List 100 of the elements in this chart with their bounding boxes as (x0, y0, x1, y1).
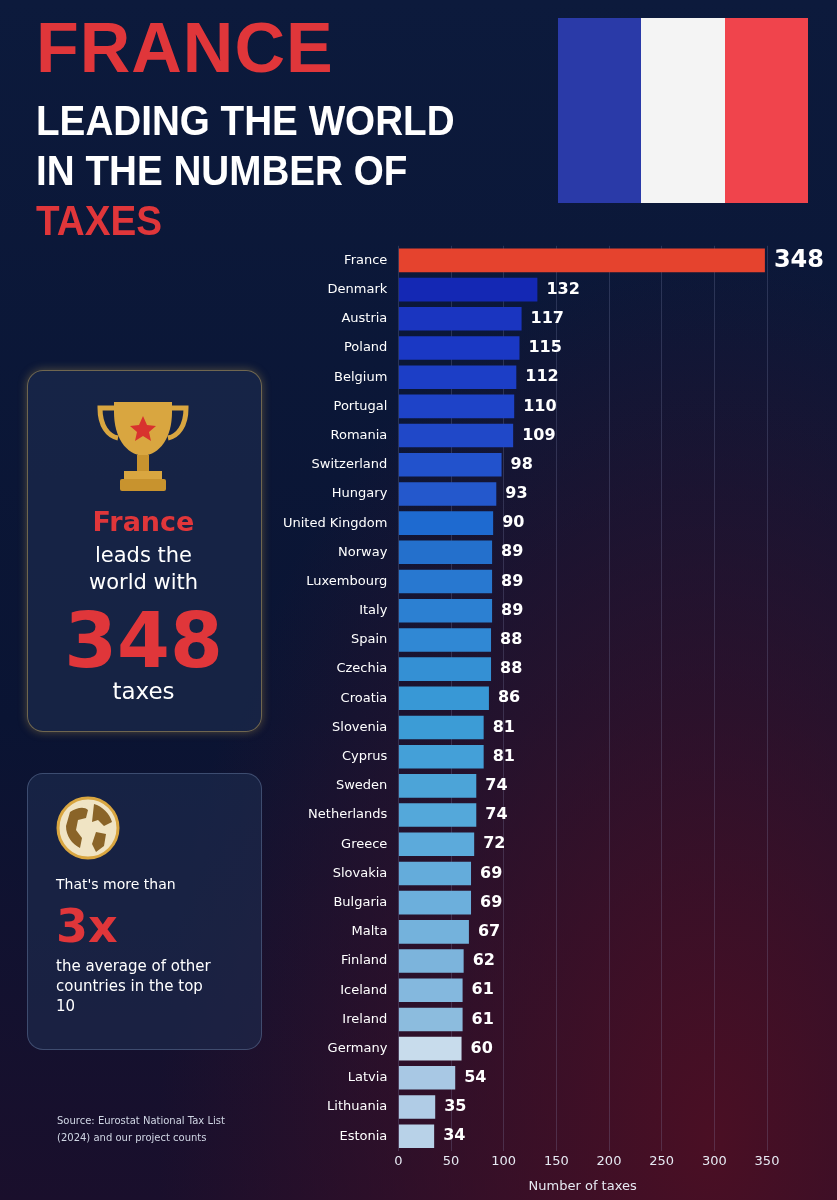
y-tick-label: Slovenia (332, 718, 388, 734)
data-label: 112 (525, 366, 559, 386)
data-label: 69 (480, 891, 503, 911)
bar (398, 744, 484, 769)
data-label: 110 (523, 395, 557, 415)
bar (398, 482, 497, 506)
bar (398, 628, 492, 652)
data-label: 115 (528, 337, 562, 357)
y-tick-label: Luxembourg (306, 572, 388, 588)
y-tick-label: Belgium (334, 368, 388, 384)
data-label: 88 (500, 658, 523, 678)
y-tick-label: Finland (340, 952, 388, 968)
chart-title: FRANCE (36, 8, 334, 88)
source-note: Source: Eurostat National Tax List (2024) and our project counts (57, 1114, 226, 1145)
y-tick-label: Germany (327, 1040, 388, 1055)
y-tick-label: Bulgaria (333, 894, 388, 910)
bar (398, 1066, 456, 1090)
bar (398, 336, 520, 360)
data-label: 61 (471, 1008, 494, 1028)
y-tick-label: Poland (343, 339, 388, 355)
y-tick-label: Austria (341, 310, 388, 326)
bar (398, 365, 517, 389)
data-label: 81 (492, 745, 515, 765)
x-tick-label: 250 (649, 1152, 675, 1168)
y-tick-label: Slovakia (332, 864, 388, 880)
data-label: 88 (500, 629, 523, 649)
bar (398, 1095, 436, 1119)
bar (398, 832, 475, 857)
data-label: 81 (492, 716, 515, 736)
bar (398, 248, 765, 273)
bar (398, 569, 493, 594)
data-label: 62 (472, 950, 495, 970)
data-label: 35 (444, 1096, 467, 1116)
data-label: 61 (471, 979, 494, 999)
y-tick-label: Norway (338, 543, 388, 559)
y-tick-label: Lithuania (327, 1098, 388, 1114)
x-tick-label: 100 (491, 1152, 517, 1168)
y-tick-label: Latvia (347, 1069, 388, 1085)
x-tick-label: 0 (394, 1152, 403, 1168)
data-label: 72 (483, 833, 506, 853)
bar (398, 715, 484, 740)
data-label: 74 (485, 775, 508, 795)
y-tick-label: Croatia (340, 689, 388, 705)
data-label: 89 (501, 541, 524, 561)
x-tick-label: 150 (543, 1152, 569, 1168)
x-tick-label: 350 (754, 1152, 780, 1168)
bar (398, 774, 477, 798)
data-label: 34 (443, 1125, 466, 1145)
x-tick-label: 50 (442, 1152, 460, 1168)
y-tick-label: Ireland (342, 1010, 388, 1026)
bar (398, 452, 502, 477)
data-label: 74 (485, 804, 508, 824)
data-label: 89 (501, 570, 524, 590)
bar (398, 657, 492, 681)
bar (398, 890, 472, 915)
data-label: 98 (510, 453, 533, 473)
bar (398, 686, 489, 711)
bar (398, 949, 464, 973)
bar (398, 394, 515, 419)
bar (398, 1007, 463, 1032)
data-label: 86 (497, 687, 521, 707)
bar (398, 511, 494, 535)
bar (398, 920, 469, 944)
bar (398, 978, 463, 1003)
data-label: 109 (522, 424, 556, 444)
y-tick-label: Greece (341, 835, 388, 851)
data-label: 69 (480, 862, 503, 882)
text: leads the world with (87, 542, 200, 596)
y-tick-label: Cyprus (341, 748, 388, 764)
y-tick-label: Italy (359, 602, 388, 618)
y-tick-label: Denmark (327, 280, 388, 296)
data-label: 348 (773, 244, 824, 273)
y-tick-label: Romania (330, 426, 388, 442)
data-label: 132 (546, 278, 580, 298)
y-tick-label: United Kingdom (283, 514, 388, 530)
y-tick-label: Sweden (335, 777, 388, 793)
data-label: 60 (470, 1037, 493, 1057)
y-tick-label: Malta (351, 923, 388, 939)
text: France (91, 506, 196, 537)
y-tick-label: France (344, 251, 388, 267)
text: That's more than (56, 876, 176, 892)
bar (398, 803, 477, 827)
y-tick-label: Spain (351, 631, 388, 647)
data-label: 54 (464, 1066, 487, 1086)
x-tick-label: 300 (701, 1152, 727, 1168)
text: the average of other countries in the top 10 (56, 956, 212, 1016)
data-label: 89 (501, 599, 524, 619)
data-label: 90 (502, 512, 525, 532)
data-label: 117 (530, 307, 564, 327)
data-label: 67 (477, 921, 501, 940)
y-tick-label: Netherlands (308, 806, 388, 822)
bar (398, 277, 538, 302)
y-tick-label: Switzerland (311, 456, 388, 472)
bar (398, 1036, 462, 1061)
bar (398, 307, 522, 331)
y-tick-label: Portugal (333, 397, 388, 413)
x-tick-label: 200 (596, 1152, 622, 1168)
bar (398, 1124, 435, 1148)
y-tick-label: Hungary (331, 485, 388, 501)
bar (398, 598, 493, 623)
